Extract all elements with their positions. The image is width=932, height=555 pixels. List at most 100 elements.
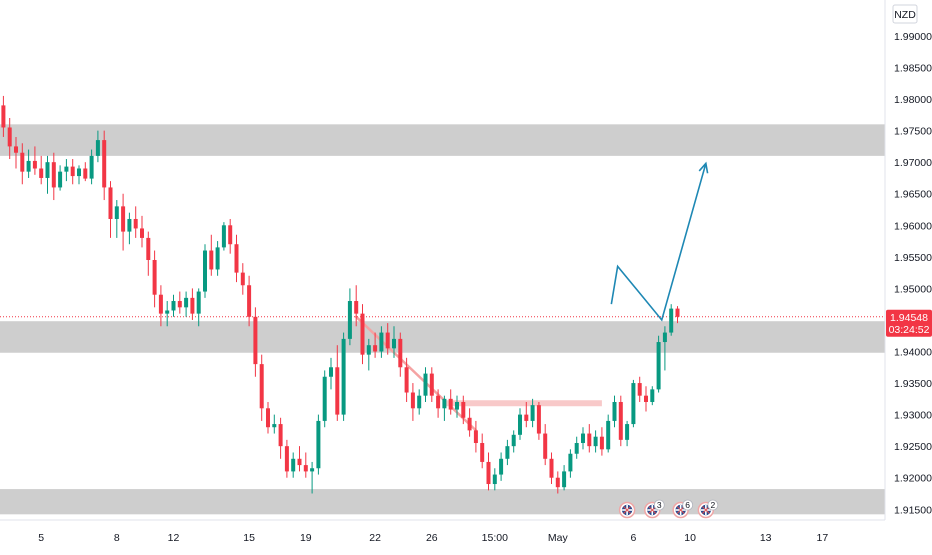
candle[interactable] [51,152,56,201]
candle[interactable] [423,367,428,402]
candle[interactable] [297,446,302,472]
candle[interactable] [455,395,459,418]
candle[interactable] [284,439,289,478]
candle[interactable] [637,376,642,402]
candle[interactable] [121,193,126,251]
event-marker-1[interactable] [618,501,636,519]
candle[interactable] [278,417,283,459]
candle[interactable] [196,288,201,327]
event-marker-4[interactable]: 2 [697,499,719,519]
candle[interactable] [436,389,441,418]
candle[interactable] [410,383,415,421]
candle[interactable] [303,452,308,478]
candle[interactable] [253,307,258,377]
candle[interactable] [549,452,554,485]
candle[interactable] [606,414,611,453]
candle[interactable] [347,288,352,346]
candle[interactable] [140,215,144,248]
neckline[interactable] [444,400,602,407]
candle[interactable] [518,408,522,440]
candle[interactable] [1,95,6,137]
price-axis[interactable]: 1.99000 1.98500 1.98000 1.97500 1.97000 1.965… [884,0,932,520]
candle[interactable] [461,395,466,425]
candle[interactable] [587,424,592,453]
candle[interactable] [669,304,674,336]
candle[interactable] [58,165,63,191]
candle[interactable] [146,231,151,276]
candle[interactable] [656,335,661,393]
candle[interactable] [650,386,655,406]
candle[interactable] [108,181,113,238]
candle[interactable] [64,159,69,182]
candle[interactable] [625,420,630,447]
candle[interactable] [234,234,239,283]
candle[interactable] [45,155,50,194]
candle[interactable] [322,370,327,428]
candle[interactable] [127,212,132,245]
sr-zone-1[interactable] [0,124,885,156]
candle[interactable] [102,130,107,201]
projection-path[interactable] [610,163,707,322]
candle[interactable] [429,367,434,402]
time-axis[interactable]: 5 8 12 15 19 22 26 15:00 May 6 10 13 17 [0,519,885,544]
candle[interactable] [618,395,623,447]
candle[interactable] [259,354,264,421]
candle[interactable] [568,449,573,478]
candle[interactable] [581,427,585,450]
candle[interactable] [70,159,75,185]
candle[interactable] [631,379,636,428]
candle[interactable] [329,357,333,390]
candle[interactable] [291,452,296,478]
candle[interactable] [511,430,516,453]
candle[interactable] [562,465,567,491]
candle[interactable] [473,420,478,453]
candle[interactable] [499,452,504,481]
candle[interactable] [492,468,497,491]
candle[interactable] [316,414,321,475]
candle[interactable] [89,149,94,185]
candle[interactable] [240,263,245,295]
candle[interactable] [555,471,560,494]
candle[interactable] [373,332,378,358]
candle[interactable] [228,218,233,254]
event-marker-2[interactable]: 3 [644,499,665,519]
sr-zone-2[interactable] [0,321,885,353]
candle[interactable] [574,436,579,459]
candle[interactable] [599,427,604,456]
event-marker-3[interactable]: 6 [672,499,694,519]
candle[interactable] [404,357,409,402]
candle[interactable] [593,430,598,453]
candle[interactable] [266,401,270,434]
candle[interactable] [448,389,453,415]
candle[interactable] [77,165,81,185]
candle[interactable] [417,389,422,415]
candle[interactable] [505,439,510,466]
candle[interactable] [612,395,617,428]
candle[interactable] [524,401,529,428]
candle[interactable] [530,398,535,428]
candle[interactable] [190,288,195,320]
candle[interactable] [467,408,472,437]
candle[interactable] [7,118,12,160]
candle[interactable] [272,414,277,434]
candle[interactable] [95,130,100,163]
candle[interactable] [442,395,447,421]
candle[interactable] [26,149,31,178]
candle[interactable] [675,306,680,324]
candle[interactable] [366,338,371,371]
candle[interactable] [379,326,384,358]
candle[interactable] [165,301,170,327]
candle[interactable] [215,241,220,276]
candle[interactable] [360,304,365,365]
candle[interactable] [662,326,667,371]
candle[interactable] [341,332,346,421]
candle[interactable] [203,244,207,298]
candle[interactable] [14,136,18,169]
candle[interactable] [644,386,648,412]
candle[interactable] [133,206,138,238]
candle[interactable] [536,401,541,440]
candle[interactable] [114,200,119,238]
candle[interactable] [39,155,44,185]
trendline[interactable] [354,315,478,432]
